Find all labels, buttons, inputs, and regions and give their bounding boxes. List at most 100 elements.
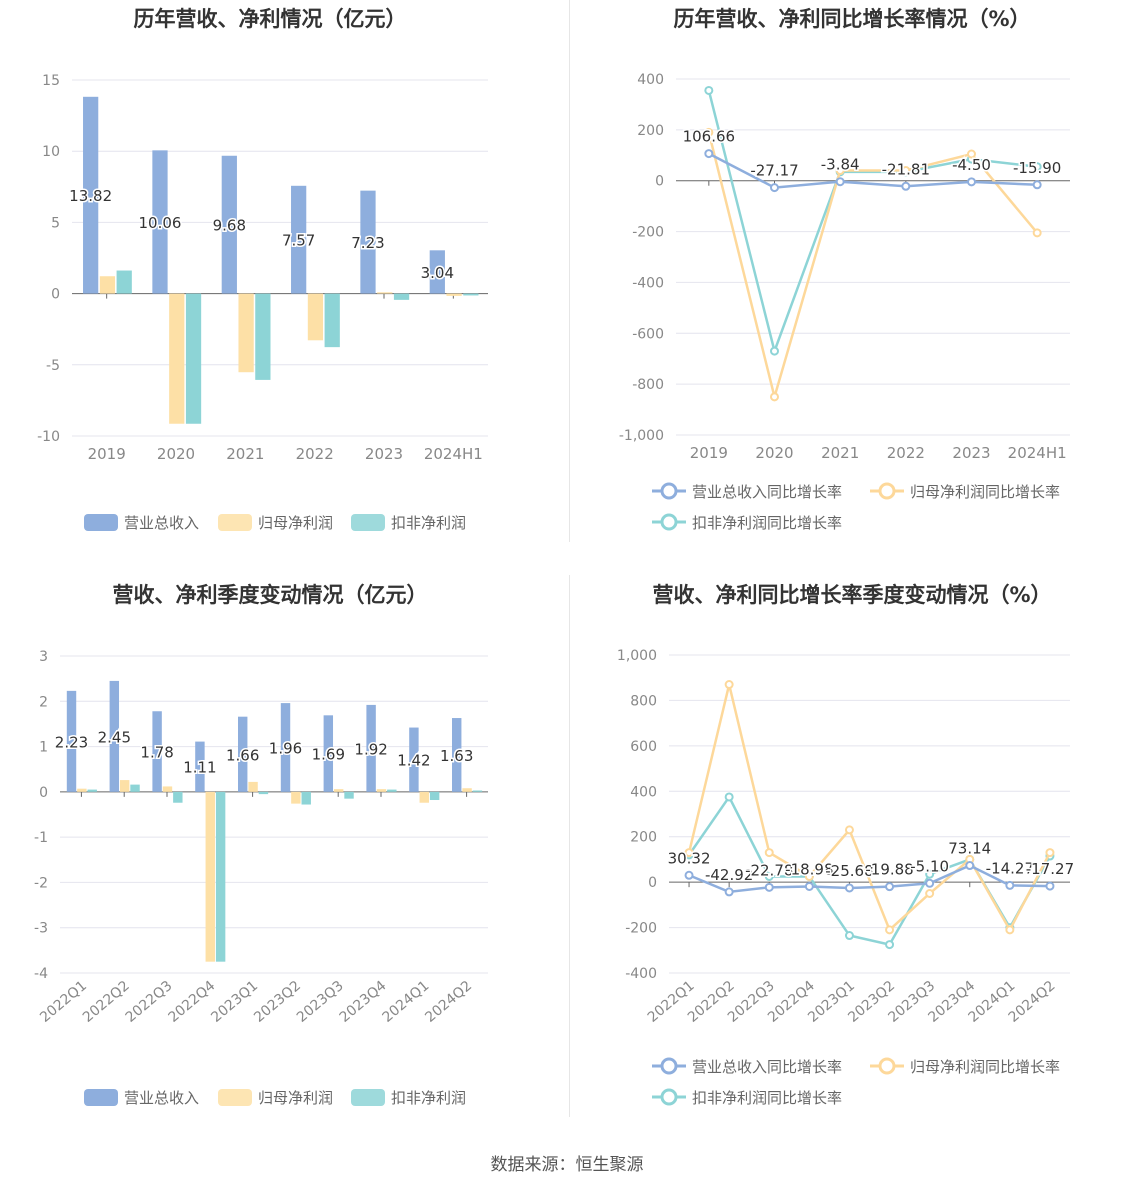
data-label: 1.78 bbox=[140, 744, 173, 762]
y-tick-label: -2 bbox=[34, 875, 48, 891]
x-tick-label: 2023 bbox=[952, 444, 990, 462]
bar-net-profit bbox=[462, 788, 472, 792]
series-point bbox=[835, 166, 845, 176]
annual-revenue-profit-chart: 历年营收、净利情况（亿元） 15 10 5 0 -5 -10 2019 2020 2021 2022… bbox=[37, 7, 488, 532]
series-point bbox=[967, 149, 976, 159]
bar-deducted-profit bbox=[87, 789, 97, 792]
x-tick-label: 2024H1 bbox=[424, 445, 483, 463]
y-tick-label: -200 bbox=[632, 225, 664, 241]
y-tick-label: 10 bbox=[42, 144, 60, 160]
data-label: 106.66 bbox=[683, 128, 736, 146]
y-tick-label: 400 bbox=[630, 784, 657, 800]
bar-revenue bbox=[66, 690, 77, 792]
bar-deducted-profit bbox=[258, 791, 269, 795]
quarterly-revenue-profit-chart: 营收、净利季度变动情况（亿元）3210-1-2-3-42022Q12022Q22… bbox=[34, 583, 488, 1107]
data-label: -25.68 bbox=[825, 862, 873, 880]
legend-label-0: 营业总收入同比增长率 bbox=[692, 483, 842, 501]
bar-revenue bbox=[452, 718, 462, 792]
y-tick-label: -800 bbox=[632, 377, 664, 393]
series-point bbox=[764, 848, 774, 858]
series-point bbox=[704, 127, 714, 137]
series-point bbox=[724, 680, 734, 690]
data-label: -17.27 bbox=[1026, 860, 1074, 878]
legend-label-0: 营业总收入 bbox=[124, 1089, 199, 1107]
y-tick-label: -1 bbox=[34, 830, 48, 846]
bar-revenue bbox=[280, 703, 291, 792]
x-tick-label: 2019 bbox=[88, 445, 126, 463]
x-tick-label: 2022Q2 bbox=[80, 978, 133, 1026]
legend-label-1: 归母净利润 bbox=[258, 514, 333, 532]
series-point bbox=[844, 825, 854, 835]
quarterly-bar-panel: 营收、净利季度变动情况（亿元） 3 2 1 0 -1 -2 -3 -4 2022Q1 2022Q2 2… bbox=[0, 575, 567, 1150]
y-tick-label: 400 bbox=[637, 72, 664, 88]
y-tick-label: 1 bbox=[39, 740, 48, 756]
bar-net-profit bbox=[446, 293, 462, 296]
bar-revenue bbox=[360, 190, 376, 294]
legend-label-0: 营业总收入 bbox=[124, 514, 199, 532]
y-tick-label: -3 bbox=[34, 921, 48, 937]
series-point bbox=[901, 166, 911, 176]
legend-marker-2 bbox=[660, 513, 678, 531]
bar-deducted-profit bbox=[301, 791, 311, 805]
series-point bbox=[844, 883, 854, 893]
data-label: 73.14 bbox=[948, 840, 991, 858]
series-point bbox=[704, 85, 714, 95]
series-point bbox=[770, 183, 779, 193]
y-tick-label: 200 bbox=[637, 123, 664, 139]
y-tick-label: 800 bbox=[630, 693, 657, 709]
bar-revenue bbox=[221, 155, 237, 294]
series-point bbox=[1032, 162, 1042, 172]
bar-revenue bbox=[152, 150, 168, 294]
y-tick-label: 15 bbox=[42, 73, 60, 89]
chart-title: 营收、净利季度变动情况（亿元） bbox=[113, 583, 428, 607]
series-line-revenue bbox=[708, 152, 1038, 189]
bar-net-profit bbox=[169, 293, 185, 424]
data-label: 7.57 bbox=[282, 232, 315, 250]
bar-net-profit bbox=[238, 293, 254, 373]
bar-net-profit bbox=[119, 780, 130, 792]
data-label: -42.92 bbox=[705, 866, 753, 884]
bar-deducted-profit bbox=[387, 789, 397, 792]
data-label: 1.42 bbox=[397, 752, 430, 770]
y-tick-label: -400 bbox=[625, 966, 657, 982]
data-label: 2.23 bbox=[55, 733, 88, 751]
legend-marker-0 bbox=[660, 1057, 678, 1075]
series-point bbox=[967, 177, 976, 187]
series-point bbox=[1032, 180, 1042, 190]
series-line-deducted-profit bbox=[707, 90, 1038, 356]
bar-revenue bbox=[109, 680, 120, 792]
bar-revenue bbox=[83, 96, 99, 294]
series-point bbox=[901, 181, 911, 191]
series-point bbox=[885, 925, 895, 935]
series-point bbox=[925, 878, 935, 888]
x-tick-label: 2020 bbox=[755, 444, 793, 462]
bar-revenue bbox=[152, 711, 162, 792]
data-source-note: 数据来源：恒生聚源 bbox=[490, 1155, 644, 1175]
y-tick-label: 1,000 bbox=[617, 648, 657, 664]
quarterly-growth-panel: 营收、净利同比增长率季度变动情况（%） 1,000 800 600 400 200 0 -20… bbox=[567, 575, 1134, 1150]
annual-growth-panel: 历年营收、净利同比增长率情况（%） 400 200 0 -200 -400 -600 -800… bbox=[567, 0, 1134, 575]
legend-label-1: 归母净利润 bbox=[258, 1089, 333, 1107]
data-label: 1.63 bbox=[440, 747, 473, 765]
x-tick-label: 2023 bbox=[365, 445, 403, 463]
series-point bbox=[1032, 228, 1042, 238]
x-tick-label: 2019 bbox=[690, 444, 728, 462]
bar-net-profit bbox=[205, 791, 215, 962]
y-tick-label: 0 bbox=[39, 785, 48, 801]
chart-title: 营收、净利同比增长率季度变动情况（%） bbox=[652, 583, 1051, 607]
data-label: -21.81 bbox=[882, 160, 930, 178]
x-tick-label: 2022Q4 bbox=[166, 978, 219, 1026]
data-label: 7.23 bbox=[351, 234, 384, 252]
y-tick-label: 600 bbox=[630, 739, 657, 755]
series-point bbox=[1005, 925, 1015, 935]
x-tick-label: 2023Q1 bbox=[208, 978, 261, 1026]
data-label: 13.82 bbox=[69, 187, 112, 205]
series-point bbox=[925, 869, 935, 879]
data-label: 1.96 bbox=[269, 739, 302, 757]
bar-net-profit bbox=[376, 789, 387, 792]
series-point bbox=[1045, 848, 1055, 858]
bar-revenue bbox=[323, 715, 334, 792]
quarterly-growth-chart: 营收、净利同比增长率季度变动情况（%） 1,000 800 600 400 200 0 -20… bbox=[617, 583, 1076, 1107]
bar-net-profit bbox=[248, 781, 258, 792]
bar-deducted-profit bbox=[344, 791, 354, 799]
